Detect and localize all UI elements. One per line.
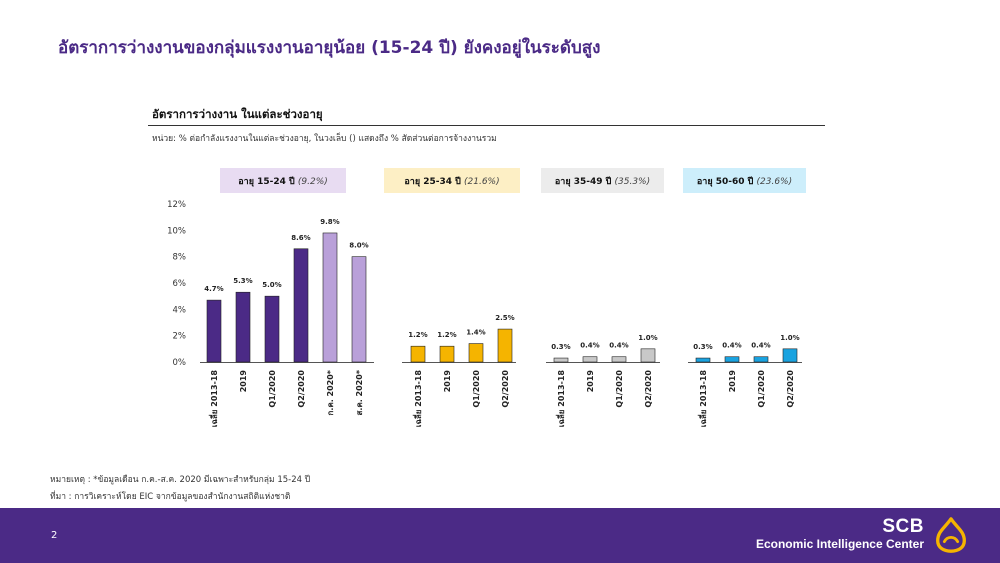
group-header-box bbox=[220, 168, 346, 193]
y-tick-label: 4% bbox=[173, 305, 187, 315]
data-label: 0.4% bbox=[609, 342, 628, 350]
category-label: ส.ค. 2020* bbox=[355, 369, 364, 415]
category-label: 2019 bbox=[239, 370, 248, 393]
data-label: 2.5% bbox=[495, 314, 514, 322]
category-label: 2019 bbox=[586, 370, 595, 393]
bar bbox=[235, 291, 251, 363]
bar bbox=[782, 348, 798, 363]
bar bbox=[753, 356, 769, 363]
y-tick-label: 6% bbox=[173, 279, 187, 289]
chart-title-divider bbox=[148, 125, 825, 126]
group-header-label: อายุ 35-49 ปี (35.3%) bbox=[555, 176, 650, 187]
data-label: 9.8% bbox=[320, 218, 339, 226]
data-label: 1.4% bbox=[466, 329, 485, 337]
bar bbox=[582, 356, 598, 363]
bar bbox=[695, 357, 711, 363]
group-header-label: อายุ 50-60 ปี (23.6%) bbox=[697, 176, 792, 187]
bar bbox=[439, 345, 455, 363]
y-tick-label: 2% bbox=[173, 332, 187, 342]
y-tick-label: 8% bbox=[173, 253, 187, 263]
bar bbox=[553, 357, 569, 363]
category-label: Q2/2020 bbox=[501, 370, 510, 408]
category-label: Q2/2020 bbox=[786, 370, 795, 408]
footer-bar: 2 SCB Economic Intelligence Center bbox=[0, 508, 1000, 563]
group-header-box bbox=[683, 168, 806, 193]
category-label: เฉลี่ย 2013-18 bbox=[555, 370, 566, 428]
data-label: 4.7% bbox=[204, 285, 223, 293]
y-tick-label: 10% bbox=[167, 226, 186, 236]
group-header-box bbox=[541, 168, 664, 193]
bar bbox=[351, 256, 367, 363]
bar bbox=[206, 299, 222, 363]
category-label: เฉลี่ย 2013-18 bbox=[412, 370, 423, 428]
slide-title: อัตราการว่างงานของกลุ่มแรงงานอายุน้อย (1… bbox=[58, 38, 601, 58]
category-label: ก.ค. 2020* bbox=[326, 369, 335, 415]
bar bbox=[264, 295, 280, 363]
category-label: 2019 bbox=[443, 370, 452, 393]
data-label: 8.6% bbox=[291, 234, 310, 242]
category-label: 2019 bbox=[728, 370, 737, 393]
data-label: 0.4% bbox=[580, 342, 599, 350]
bar bbox=[468, 343, 484, 363]
category-label: Q2/2020 bbox=[297, 370, 306, 408]
category-label: เฉลี่ย 2013-18 bbox=[208, 370, 219, 428]
page-number: 2 bbox=[51, 530, 58, 541]
bar bbox=[410, 345, 426, 363]
bar bbox=[724, 356, 740, 363]
bar bbox=[640, 348, 656, 363]
chart-title: อัตราการว่างงาน ในแต่ละช่วงอายุ bbox=[152, 107, 323, 121]
y-tick-label: 12% bbox=[167, 200, 186, 210]
source-note: ที่มา : การวิเคราะห์โดย EIC จากข้อมูลของ… bbox=[50, 492, 291, 502]
bar bbox=[322, 232, 338, 363]
category-label: เฉลี่ย 2013-18 bbox=[697, 370, 708, 428]
data-label: 0.3% bbox=[693, 343, 712, 351]
category-label: Q1/2020 bbox=[268, 370, 277, 408]
data-label: 0.3% bbox=[551, 343, 570, 351]
data-label: 8.0% bbox=[349, 242, 368, 250]
brand-name: SCB bbox=[882, 516, 924, 537]
data-label: 5.0% bbox=[262, 281, 281, 289]
footnotes: หมายเหตุ : *ข้อมูลเดือน ก.ค.-ส.ค. 2020 ม… bbox=[50, 472, 310, 506]
category-label: Q2/2020 bbox=[644, 370, 653, 408]
unemployment-bar-chart: 0% 2% 4% 6% 8% 10% 12% อายุ 15-24 ปี (9.2%) 4.7%… bbox=[167, 168, 806, 428]
data-label: 1.0% bbox=[780, 334, 799, 342]
bar bbox=[497, 328, 513, 363]
category-label: Q1/2020 bbox=[615, 370, 624, 408]
brand-subtitle: Economic Intelligence Center bbox=[755, 537, 924, 551]
brand-block: SCB Economic Intelligence Center bbox=[755, 516, 924, 552]
group-header-box bbox=[384, 168, 520, 193]
y-tick-label: 0% bbox=[173, 358, 187, 368]
category-label: Q1/2020 bbox=[472, 370, 481, 408]
data-label: 1.2% bbox=[408, 331, 427, 339]
group-header-label: อายุ 15-24 ปี (9.2%) bbox=[238, 176, 328, 187]
bar bbox=[293, 248, 309, 363]
data-label: 5.3% bbox=[233, 277, 252, 285]
data-label: 0.4% bbox=[751, 342, 770, 350]
remark-note: หมายเหตุ : *ข้อมูลเดือน ก.ค.-ส.ค. 2020 ม… bbox=[50, 475, 311, 485]
group-header-label: อายุ 25-34 ปี (21.6%) bbox=[404, 176, 499, 187]
data-label: 1.0% bbox=[638, 334, 657, 342]
data-label: 0.4% bbox=[722, 342, 741, 350]
scb-logo-icon bbox=[936, 517, 966, 553]
bar bbox=[611, 356, 627, 363]
data-label: 1.2% bbox=[437, 331, 456, 339]
category-label: Q1/2020 bbox=[757, 370, 766, 408]
chart-unit-note: หน่วย: % ต่อกำลังแรงงานในแต่ละช่วงอายุ, … bbox=[152, 134, 497, 144]
